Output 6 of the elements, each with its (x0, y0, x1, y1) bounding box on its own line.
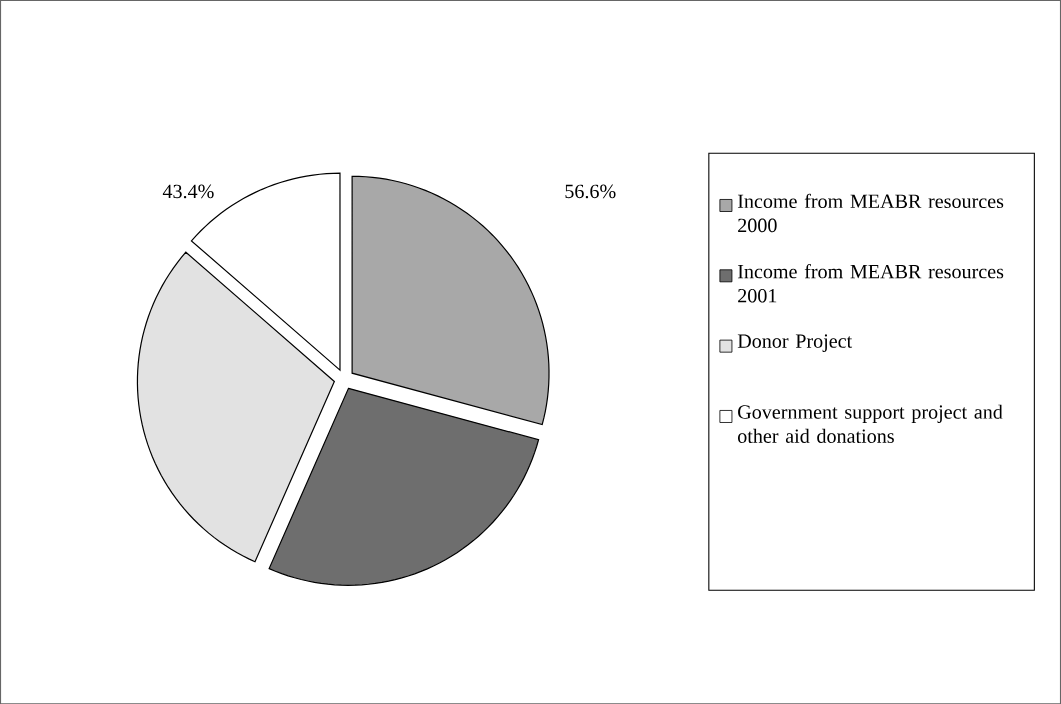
legend-label: Income from MEABR resources 2001 (737, 263, 1004, 303)
legend-label: Income from MEABR resources 2000 (737, 193, 1004, 232)
text: 43.4% (162, 184, 214, 199)
text: 56.6% (565, 184, 616, 199)
legend-label: Donor Project (737, 334, 853, 352)
legend-label: Government support project and other aid donations (737, 404, 1003, 443)
